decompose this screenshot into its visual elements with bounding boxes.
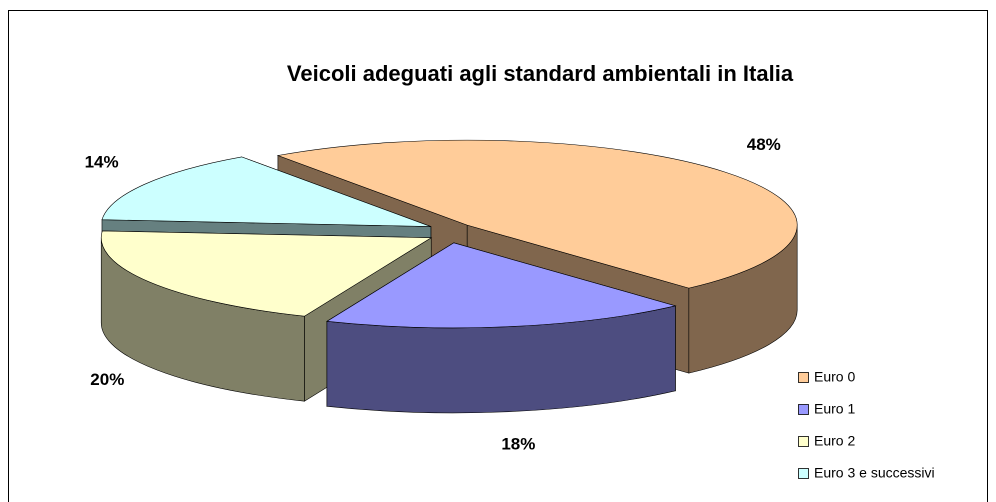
slice-top (100, 230, 433, 317)
legend-label: Euro 0 (814, 369, 855, 385)
legend-swatch (798, 372, 809, 383)
legend-swatch (798, 404, 809, 415)
legend-label: Euro 1 (814, 401, 855, 417)
chart-title: Veicoli adeguati agli standard ambiental… (287, 61, 794, 86)
legend-swatch (798, 436, 809, 447)
slice (326, 242, 677, 414)
legend-label: Euro 3 e successivi (814, 465, 935, 481)
data-label: 18% (501, 434, 535, 453)
data-label: 20% (90, 370, 124, 389)
data-label: 14% (85, 153, 119, 172)
legend-swatch (798, 468, 809, 479)
slice-top (276, 139, 798, 289)
slice-top (101, 156, 432, 227)
legend-label: Euro 2 (814, 433, 855, 449)
data-label: 48% (747, 135, 781, 154)
slice-top (326, 242, 677, 329)
